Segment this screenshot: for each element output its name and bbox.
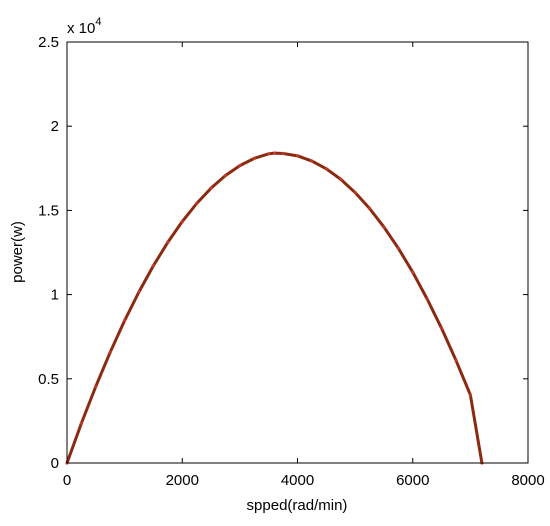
y-tick-label: 2 <box>51 118 59 135</box>
data-point <box>137 290 141 294</box>
y-axis-ticks: 0 0.5 1 1.5 2 2.5 <box>38 34 528 472</box>
data-point <box>367 206 372 210</box>
data-point <box>411 270 415 274</box>
data-point <box>295 154 300 158</box>
y-multiplier-exponent: 4 <box>95 16 101 28</box>
x-tick-label: 8000 <box>511 472 544 489</box>
data-point <box>123 318 127 323</box>
data-point <box>281 151 285 156</box>
data-point <box>310 159 314 163</box>
curve-layer <box>65 151 484 465</box>
data-point <box>272 151 277 155</box>
data-point <box>94 384 98 388</box>
data-point <box>108 350 112 354</box>
data-point <box>195 201 199 206</box>
data-point <box>324 167 328 171</box>
data-point <box>382 225 386 229</box>
data-point <box>396 246 400 250</box>
y-tick-label: 0.5 <box>38 371 59 388</box>
data-point <box>454 358 458 362</box>
y-axis-label: power(w) <box>9 221 26 283</box>
x-axis-label: spped(rad/min) <box>247 497 348 514</box>
y-tick-label: 2.5 <box>38 34 59 51</box>
data-point <box>252 156 256 160</box>
y-tick-label: 1.5 <box>38 202 59 219</box>
x-axis-ticks: 0 2000 4000 6000 8000 <box>63 42 545 489</box>
x-tick-label: 2000 <box>166 472 199 489</box>
data-point <box>180 219 184 224</box>
y-tick-label: 1 <box>51 287 59 304</box>
y-tick-label: 0 <box>51 455 59 472</box>
data-point <box>339 177 343 181</box>
data-point <box>79 421 84 425</box>
data-point <box>468 393 472 397</box>
data-point <box>439 326 444 330</box>
data-point <box>151 264 156 268</box>
data-point <box>425 297 429 301</box>
data-point <box>209 186 213 190</box>
data-point <box>267 152 271 156</box>
x-tick-label: 0 <box>63 472 71 489</box>
x-tick-label: 6000 <box>396 472 429 489</box>
y-multiplier-base: x 10 <box>67 20 95 37</box>
data-point <box>353 190 357 195</box>
x-tick-label: 4000 <box>281 472 314 489</box>
data-point <box>166 240 170 244</box>
plot-area <box>67 42 528 463</box>
y-multiplier-label: x 104 <box>67 16 101 37</box>
data-point <box>223 173 228 178</box>
data-point <box>238 164 242 168</box>
